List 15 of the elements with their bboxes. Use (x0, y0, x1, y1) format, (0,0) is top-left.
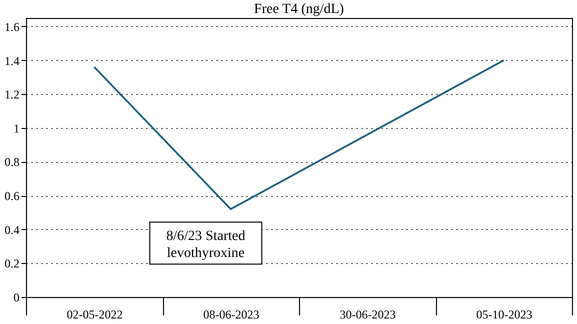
x-tick-label: 02-05-2022 (66, 308, 123, 322)
chart-title: Free T4 (ng/dL) (254, 2, 344, 17)
y-tick-label: 0.2 (4, 256, 20, 271)
y-tick-label: 1.6 (4, 20, 20, 34)
y-tick-label: 1.2 (4, 88, 20, 102)
y-tick-label: 1 (14, 121, 20, 136)
y-tick-label: 0.6 (4, 189, 20, 204)
x-tick-label: 08-06-2023 (203, 308, 260, 322)
y-tick-label: 0.8 (4, 155, 20, 170)
annotation: 8/6/23 Started levothyroxine (166, 229, 246, 262)
y-tick-label: 0 (14, 290, 20, 304)
y-tick-label: 1.4 (4, 54, 20, 68)
x-tick-label: 30-06-2023 (340, 308, 396, 322)
x-tick-label: 05-10-2023 (476, 308, 532, 322)
y-tick-label: 0.4 (4, 222, 20, 237)
